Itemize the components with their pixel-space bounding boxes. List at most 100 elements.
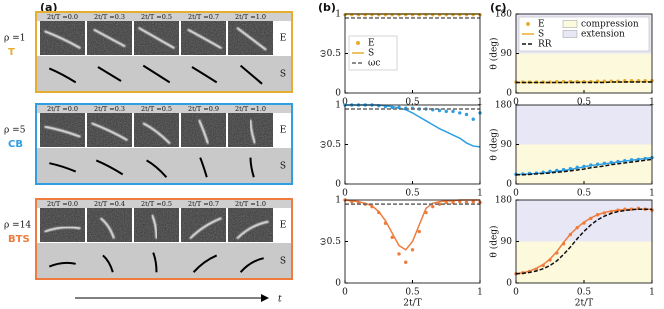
data-point [451, 200, 455, 205]
data-point [471, 117, 475, 121]
fiber-sim [97, 66, 122, 82]
data-point [437, 202, 442, 206]
rho-label: ρ =14 [4, 221, 31, 231]
fiber-image [138, 26, 175, 50]
frame-noise [87, 208, 132, 242]
x-tick-label: 1 [477, 288, 483, 298]
y-tick-label: 0 [335, 279, 341, 289]
fiber-image [91, 122, 128, 142]
frame-noise [228, 208, 273, 242]
row-label: S [280, 162, 286, 172]
frame-noise [40, 208, 85, 242]
fiber-sim [249, 157, 255, 178]
legend-marker [356, 41, 360, 45]
data-point [410, 248, 415, 252]
data-point [397, 252, 401, 256]
region [516, 53, 652, 93]
legend-label: E [368, 39, 375, 49]
data-point [404, 260, 408, 264]
x-tick-label: 0.5 [405, 288, 420, 298]
legend-label: extension [581, 30, 625, 40]
time-label: 2t/T =0.7 [188, 200, 219, 208]
time-strip [36, 12, 292, 21]
plot-frame [344, 13, 481, 94]
fiber-image [99, 217, 115, 239]
y-tick-label: 90 [501, 49, 513, 59]
y-axis-label: θ (deg) [489, 128, 500, 160]
sim-strip [36, 56, 292, 92]
legend-label: compression [581, 20, 639, 30]
y-tick-label: 180 [495, 196, 512, 206]
legend-marker [526, 22, 530, 26]
fiber-sim [239, 64, 263, 85]
frame-noise [181, 208, 226, 242]
legend-swatch [562, 20, 578, 28]
y-tick-label: 0 [506, 89, 512, 99]
legend-label: E [538, 20, 545, 30]
x-tick-label: 0.5 [577, 288, 592, 298]
row-name: BTS [8, 234, 30, 245]
time-label: 2t/T =0.7 [188, 13, 219, 21]
x-tick-label: 0 [513, 98, 519, 108]
plot-frame [515, 104, 653, 185]
data-point [458, 111, 462, 115]
x-tick-label: 1 [477, 189, 483, 199]
x-tick-label: 1 [477, 98, 483, 108]
fiber-sim [49, 162, 77, 173]
panel-label: (c) [490, 1, 507, 14]
y-axis-label: θ (deg) [489, 37, 500, 69]
fiber-sim [102, 254, 114, 273]
rho-label: ρ =5 [4, 126, 26, 136]
fiber-sim [146, 159, 168, 178]
time-label: 2t/T =0.0 [47, 200, 78, 208]
row-label: S [280, 70, 286, 80]
data-point [451, 109, 455, 114]
fiber-sim [48, 261, 76, 268]
sim-strip [36, 243, 292, 279]
sim-strip [36, 148, 292, 184]
region [516, 105, 652, 145]
fiber-image [236, 220, 269, 240]
data-line [516, 156, 653, 176]
y-axis-label: ω [319, 50, 329, 57]
region [516, 200, 652, 242]
region [516, 144, 652, 184]
data-point [417, 229, 421, 234]
y-tick-label: 0 [506, 279, 512, 289]
x-tick-label: 0 [342, 189, 348, 199]
data-point [464, 112, 469, 117]
x-tick-label: 1 [649, 98, 655, 108]
y-axis-label: θ (deg) [489, 225, 500, 257]
row-label: E [280, 221, 287, 231]
x-tick-label: 0 [342, 288, 348, 298]
y-tick-label: 0 [335, 89, 341, 99]
x-tick-label: 0.5 [577, 189, 592, 199]
time-label: 2t/T =0.5 [141, 13, 172, 21]
data-point [431, 204, 435, 209]
x-axis-label: 2t/T [575, 299, 593, 309]
fiber-image [187, 28, 222, 50]
plot-frame [515, 13, 653, 94]
data-line [515, 208, 652, 275]
fiber-image [249, 119, 256, 144]
x-tick-label: 0.5 [577, 98, 592, 108]
fiber-image [44, 30, 81, 50]
data-point [464, 200, 469, 205]
row-box [35, 11, 293, 93]
fiber-sim [192, 254, 218, 273]
row-label: S [280, 257, 286, 267]
fiber-image [44, 125, 81, 138]
y-axis-label: ω [319, 238, 329, 245]
row-label: E [280, 126, 287, 136]
x-tick-label: 1 [649, 288, 655, 298]
legend-label: ωc [368, 59, 380, 69]
y-tick-label: 1 [335, 196, 341, 206]
fiber-image [236, 27, 267, 51]
x-tick-label: 0 [513, 288, 519, 298]
fiber-sim [239, 257, 264, 273]
data-line [516, 158, 653, 176]
y-axis-label: ω [319, 141, 329, 148]
row-box [35, 103, 293, 185]
region [516, 241, 652, 283]
